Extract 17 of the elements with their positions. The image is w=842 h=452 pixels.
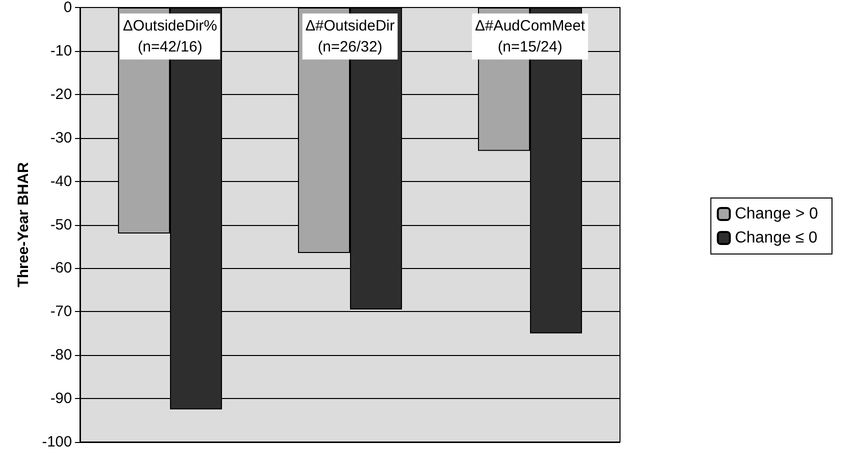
x-tick-label: Δ#AudComMeet (n=15/24): [474, 18, 586, 56]
y-tick-label: -100: [42, 434, 72, 450]
legend-label: Change ≤ 0: [734, 230, 818, 246]
y-tick-label: -40: [50, 172, 72, 190]
x-tick-label: Δ#OutsideDir (n=26/32): [305, 18, 395, 56]
y-axis-title: Three-Year BHAR: [15, 162, 32, 288]
legend-label: Change > 0: [734, 206, 818, 222]
y-tick-label: -30: [50, 129, 72, 146]
x-tick-label: ΔOutsideDir% (n=42/16): [122, 18, 218, 56]
y-tick-label: -70: [50, 303, 72, 320]
y-tick-label: -20: [50, 86, 72, 103]
y-tick-label: 0: [64, 0, 72, 16]
y-tick-label: -60: [50, 260, 72, 277]
y-tick-label: -10: [50, 42, 72, 60]
y-tick-label: -50: [50, 216, 72, 234]
y-tick-label: -80: [50, 346, 72, 364]
y-tick-label: -90: [50, 390, 72, 408]
